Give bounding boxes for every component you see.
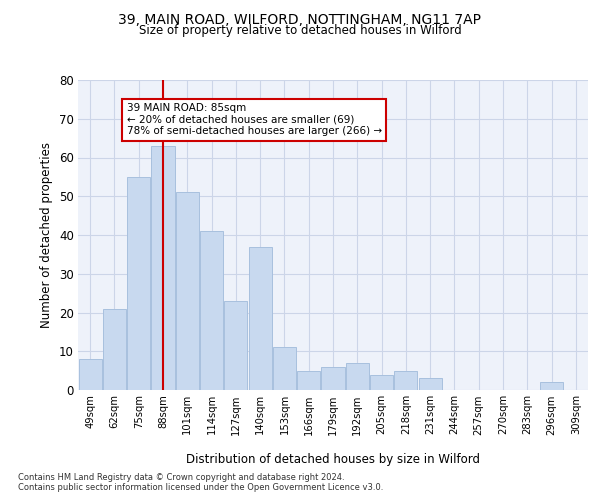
- Bar: [200, 231, 223, 390]
- Bar: [103, 308, 126, 390]
- Text: Contains HM Land Registry data © Crown copyright and database right 2024.: Contains HM Land Registry data © Crown c…: [18, 472, 344, 482]
- Bar: [127, 177, 150, 390]
- Bar: [322, 367, 344, 390]
- Bar: [394, 370, 418, 390]
- Bar: [540, 382, 563, 390]
- Bar: [297, 370, 320, 390]
- Text: Distribution of detached houses by size in Wilford: Distribution of detached houses by size …: [186, 452, 480, 466]
- Text: 39, MAIN ROAD, WILFORD, NOTTINGHAM, NG11 7AP: 39, MAIN ROAD, WILFORD, NOTTINGHAM, NG11…: [119, 12, 482, 26]
- Bar: [224, 301, 247, 390]
- Bar: [346, 363, 369, 390]
- Bar: [79, 359, 101, 390]
- Bar: [248, 246, 272, 390]
- Y-axis label: Number of detached properties: Number of detached properties: [40, 142, 53, 328]
- Text: Contains public sector information licensed under the Open Government Licence v3: Contains public sector information licen…: [18, 482, 383, 492]
- Bar: [273, 348, 296, 390]
- Text: 39 MAIN ROAD: 85sqm
← 20% of detached houses are smaller (69)
78% of semi-detach: 39 MAIN ROAD: 85sqm ← 20% of detached ho…: [127, 104, 382, 136]
- Bar: [176, 192, 199, 390]
- Bar: [370, 374, 393, 390]
- Bar: [419, 378, 442, 390]
- Text: Size of property relative to detached houses in Wilford: Size of property relative to detached ho…: [139, 24, 461, 37]
- Bar: [151, 146, 175, 390]
